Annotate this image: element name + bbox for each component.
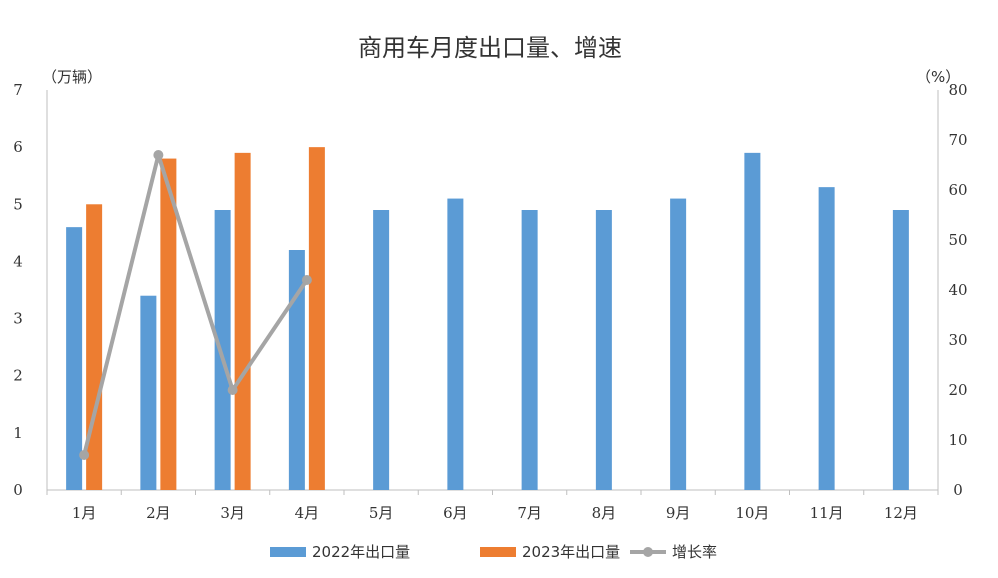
x-tick-label: 6月 [443,504,468,522]
x-tick-label: 10月 [735,504,769,522]
growth-point [79,450,90,460]
x-tick-labels: 1月 2月 3月 4月 5月 6月 7月 8月 9月 10月 11月 12月 [72,504,918,522]
left-tick-label: 0 [13,481,23,499]
bar [744,152,761,490]
bar [670,198,687,491]
x-tick-label: 11月 [810,504,844,522]
x-tick-label: 8月 [592,504,617,522]
bar [818,187,835,490]
growth-point [301,275,312,285]
right-tick-label: 80 [948,81,967,99]
right-axis-unit: （%） [916,68,960,86]
bar [521,210,538,490]
legend-label: 2022年出口量 [312,543,410,561]
right-tick-label: 10 [948,431,967,449]
growth-line [79,150,312,460]
bar [160,158,177,491]
bar [308,147,325,490]
legend-swatch [270,547,306,557]
right-tick-label: 60 [948,181,967,199]
bar [288,250,305,490]
x-tick-label: 12月 [884,504,918,522]
left-tick-label: 5 [13,195,23,213]
x-tick-label: 7月 [517,504,542,522]
bar [447,198,464,491]
right-tick-label: 40 [948,281,967,299]
right-tick-label: 70 [948,131,967,149]
right-tick-label: 50 [948,231,967,249]
right-tick-label: 30 [948,331,967,349]
right-tick-label: 20 [948,381,967,399]
left-tick-label: 1 [13,424,23,442]
growth-line-path [82,153,309,456]
left-tick-label: 7 [13,81,23,99]
bar [892,210,909,490]
growth-point [227,385,238,395]
chart-title: 商用车月度出口量、增速 [358,34,622,62]
x-tick-label: 2月 [146,504,171,522]
legend: 2022年出口量 2023年出口量 增长率 [270,543,717,561]
bar [140,295,157,490]
bar [595,210,612,490]
bar [66,227,83,490]
legend-label: 增长率 [672,543,717,561]
left-tick-label: 2 [13,367,23,385]
bar [234,152,251,490]
legend-swatch-marker [643,547,653,557]
bar [214,210,231,490]
right-tick-label: 0 [953,481,963,499]
x-tick-label: 4月 [295,504,320,522]
left-tick-label: 6 [13,138,23,156]
left-tick-label: 4 [13,252,23,270]
bar [86,204,103,491]
legend-swatch [480,547,516,557]
x-tick-label: 5月 [369,504,394,522]
x-tick-label: 1月 [72,504,97,522]
left-axis-unit: （万辆） [42,68,102,86]
bar [373,210,390,490]
x-tick-label: 9月 [666,504,691,522]
x-tick-label: 3月 [220,504,245,522]
bars [66,147,909,491]
growth-point [153,150,164,160]
left-tick-label: 3 [13,310,23,328]
legend-label: 2023年出口量 [522,543,620,561]
